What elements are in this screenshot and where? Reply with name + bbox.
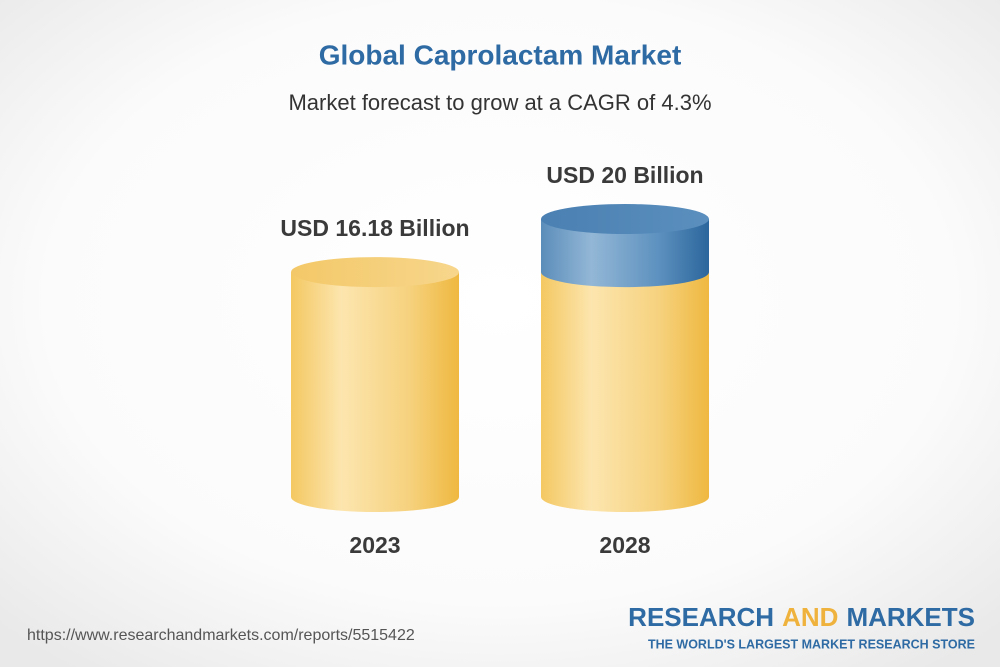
brand-word: RESEARCH <box>628 602 774 632</box>
cylinder-growth <box>541 219 709 288</box>
x-tick-label: 2023 <box>349 532 400 558</box>
cylinder-body <box>541 219 709 512</box>
source-url: https://www.researchandmarkets.com/repor… <box>27 627 415 644</box>
cylinder-top <box>291 257 459 288</box>
brand-word: MARKETS <box>846 602 975 632</box>
chart-subtitle: Market forecast to grow at a CAGR of 4.3… <box>288 90 711 115</box>
plot: USD 16.18 Billion 2023 USD 20 Billion 2028 <box>280 162 709 558</box>
brand: RESEARCH AND MARKETS <box>628 602 975 632</box>
x-tick-label: 2028 <box>599 532 650 558</box>
value-label: USD 16.18 Billion <box>280 215 469 241</box>
cylinder-top <box>541 204 709 234</box>
chart-title: Global Caprolactam Market <box>319 39 682 70</box>
brand-word: AND <box>782 602 838 632</box>
tagline: THE WORLD'S LARGEST MARKET RESEARCH STOR… <box>648 637 975 651</box>
value-label: USD 20 Billion <box>546 162 703 188</box>
cylinder-body <box>291 272 459 512</box>
